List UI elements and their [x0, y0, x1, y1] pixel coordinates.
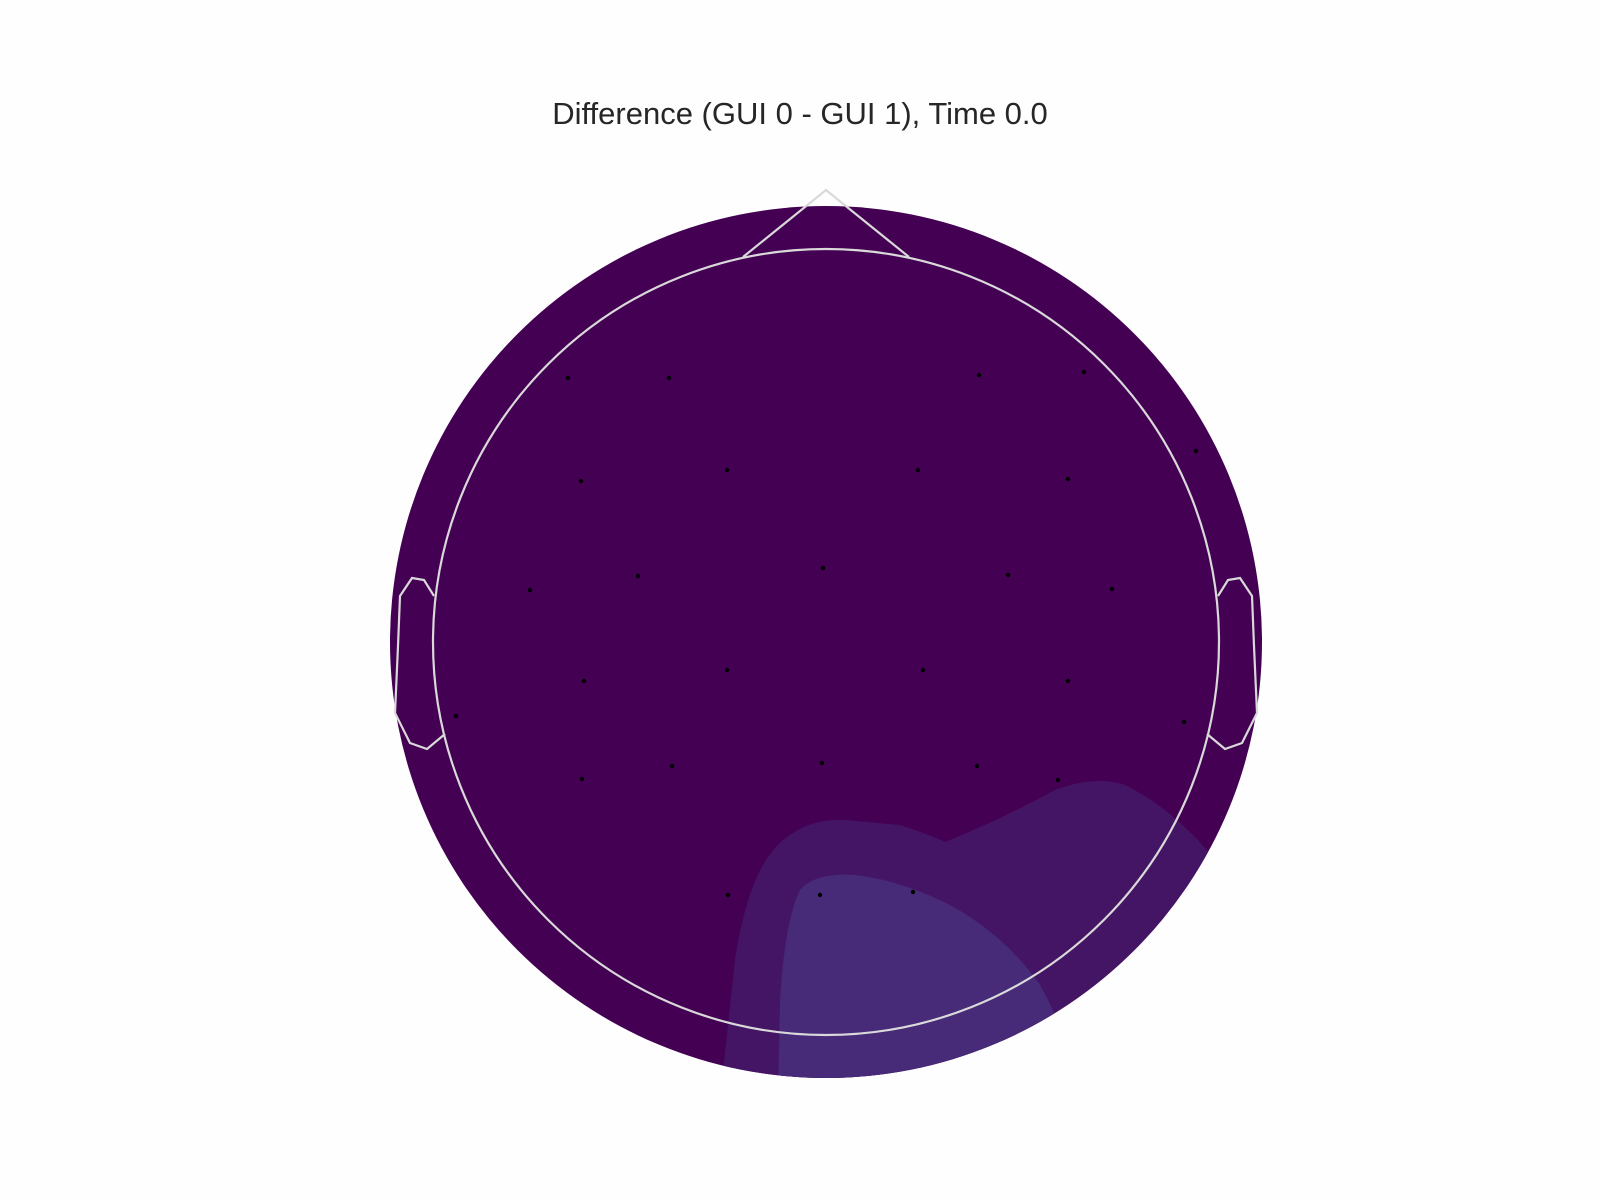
sensor-dot-11	[635, 573, 641, 579]
sensor-dot-25	[1055, 777, 1061, 783]
sensor-dot-16	[724, 667, 730, 673]
sensor-dot-4	[1081, 369, 1087, 375]
sensor-dot-27	[817, 892, 823, 898]
sensor-dot-15	[581, 678, 587, 684]
sensor-dot-20	[1181, 719, 1187, 725]
sensor-dot-13	[1005, 572, 1011, 578]
sensor-dot-22	[669, 763, 675, 769]
sensor-dot-12	[820, 565, 826, 571]
sensor-dot-21	[579, 776, 585, 782]
left-ear	[393, 576, 446, 751]
sensor-dot-14	[1109, 586, 1115, 592]
right-ear	[1206, 576, 1259, 751]
sensors	[453, 369, 1199, 898]
sensor-dot-28	[910, 889, 916, 895]
sensor-dot-3	[976, 372, 982, 378]
sensor-dot-18	[1065, 678, 1071, 684]
nose	[742, 188, 910, 258]
sensor-dot-17	[920, 667, 926, 673]
plot-title: Difference (GUI 0 - GUI 1), Time 0.0	[552, 96, 1048, 131]
head-outline	[393, 188, 1259, 1037]
sensor-dot-1	[565, 375, 571, 381]
sensor-dot-10	[527, 587, 533, 593]
sensor-dot-8	[915, 467, 921, 473]
sensor-dot-5	[1193, 448, 1199, 454]
sensor-dot-2	[666, 375, 672, 381]
sensor-dot-23	[819, 760, 825, 766]
sensor-dot-9	[1065, 476, 1071, 482]
sensor-dot-24	[974, 763, 980, 769]
sensor-dot-7	[724, 467, 730, 473]
head-circle	[431, 247, 1221, 1037]
sensor-dot-6	[578, 478, 584, 484]
sensor-dot-26	[725, 892, 731, 898]
sensor-dot-19	[453, 713, 459, 719]
